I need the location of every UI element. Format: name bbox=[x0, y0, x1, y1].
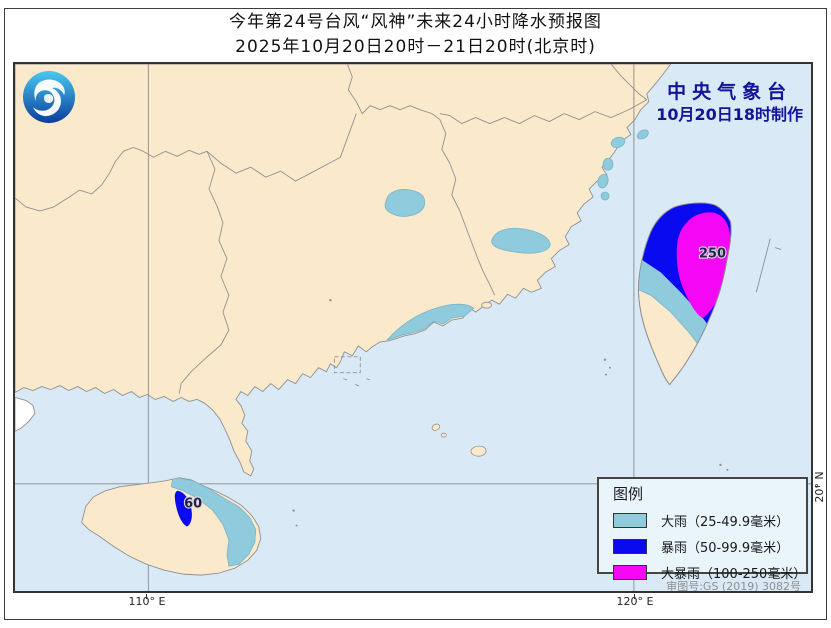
hainan-rain-heavy-band bbox=[170, 477, 257, 567]
agency-watermark: 中央气象台 10月20日18时制作 bbox=[656, 80, 803, 126]
outer-frame bbox=[4, 8, 827, 620]
province-boundary-fujian-guangdong bbox=[346, 64, 495, 296]
coastal-islands-rainy bbox=[597, 129, 649, 201]
small-islands bbox=[292, 299, 729, 527]
taiwan-rain-max-label: 250 bbox=[699, 247, 726, 262]
legend-box: 图例 大雨（25-49.9毫米） 暴雨（50-99.9毫米） 大暴雨（100-2… bbox=[597, 477, 808, 582]
legend-item-label: 大雨（25-49.9毫米） bbox=[661, 515, 790, 530]
map-approval-number: 审图号:GS (2019) 3082号 bbox=[666, 580, 801, 593]
delta-dashed-marks bbox=[343, 378, 373, 387]
tick-20n bbox=[815, 486, 820, 487]
legend-item-label: 暴雨（50-99.9毫米） bbox=[661, 541, 790, 556]
page-title: 今年第24号台风“风神”未来24小时降水预报图 bbox=[229, 12, 602, 32]
forecast-map: 250 60 中央气象台 10月20日18时制作 图例 大 bbox=[13, 62, 813, 593]
legend-item-severe-rainstorm: 大暴雨（100-250毫米） bbox=[613, 563, 806, 582]
tick-120e bbox=[634, 594, 635, 599]
mainland-landmass bbox=[15, 64, 672, 477]
ridge-dash bbox=[775, 247, 782, 251]
lat-label-20n: 20° N bbox=[813, 471, 826, 503]
vietnam-landmass bbox=[15, 397, 36, 432]
legend-item-rainstorm: 暴雨（50-99.9毫米） bbox=[613, 537, 806, 556]
cma-logo-icon bbox=[23, 71, 75, 123]
severe-rainstorm-swatch bbox=[613, 565, 647, 580]
ridge-line bbox=[755, 238, 771, 293]
agency-issue-time: 10月20日18时制作 bbox=[656, 105, 803, 124]
taiwan-island bbox=[638, 202, 732, 386]
heavy-rain-swatch bbox=[613, 513, 647, 528]
hainan-rain-max-label: 60 bbox=[184, 497, 202, 512]
province-boundary-fujian-top bbox=[610, 64, 648, 101]
rain-patch-inland-east bbox=[491, 227, 551, 254]
lon-label-110e: 110° E bbox=[128, 595, 166, 608]
hainan-island bbox=[81, 477, 262, 576]
legend-title: 图例 bbox=[613, 485, 644, 503]
province-boundary-zhejiang-fujian bbox=[439, 99, 648, 124]
agency-name: 中央气象台 bbox=[667, 81, 793, 103]
legend-item-heavy-rain: 大雨（25-49.9毫米） bbox=[613, 511, 806, 530]
rainstorm-swatch bbox=[613, 539, 647, 554]
rain-patch-inland-west bbox=[384, 189, 426, 217]
tick-110e bbox=[146, 594, 147, 599]
province-boundary-guangxi-north bbox=[15, 113, 357, 212]
hainan-rain-storm-sliver bbox=[174, 490, 192, 527]
province-boundary-guangxi-guangdong bbox=[178, 151, 230, 394]
taiwan-rain-severe-area bbox=[676, 212, 731, 319]
title-block: 今年第24号台风“风神”未来24小时降水预报图 2025年10月20日20时－2… bbox=[0, 10, 831, 60]
legend-item-label: 大暴雨（100-250毫米） bbox=[661, 567, 807, 582]
rain-patch-coastal bbox=[385, 303, 475, 341]
hongkong-dashed-box bbox=[333, 356, 361, 374]
lon-label-120e: 120° E bbox=[616, 595, 654, 608]
page-subtitle: 2025年10月20日20时－21日20时(北京时) bbox=[235, 37, 596, 57]
